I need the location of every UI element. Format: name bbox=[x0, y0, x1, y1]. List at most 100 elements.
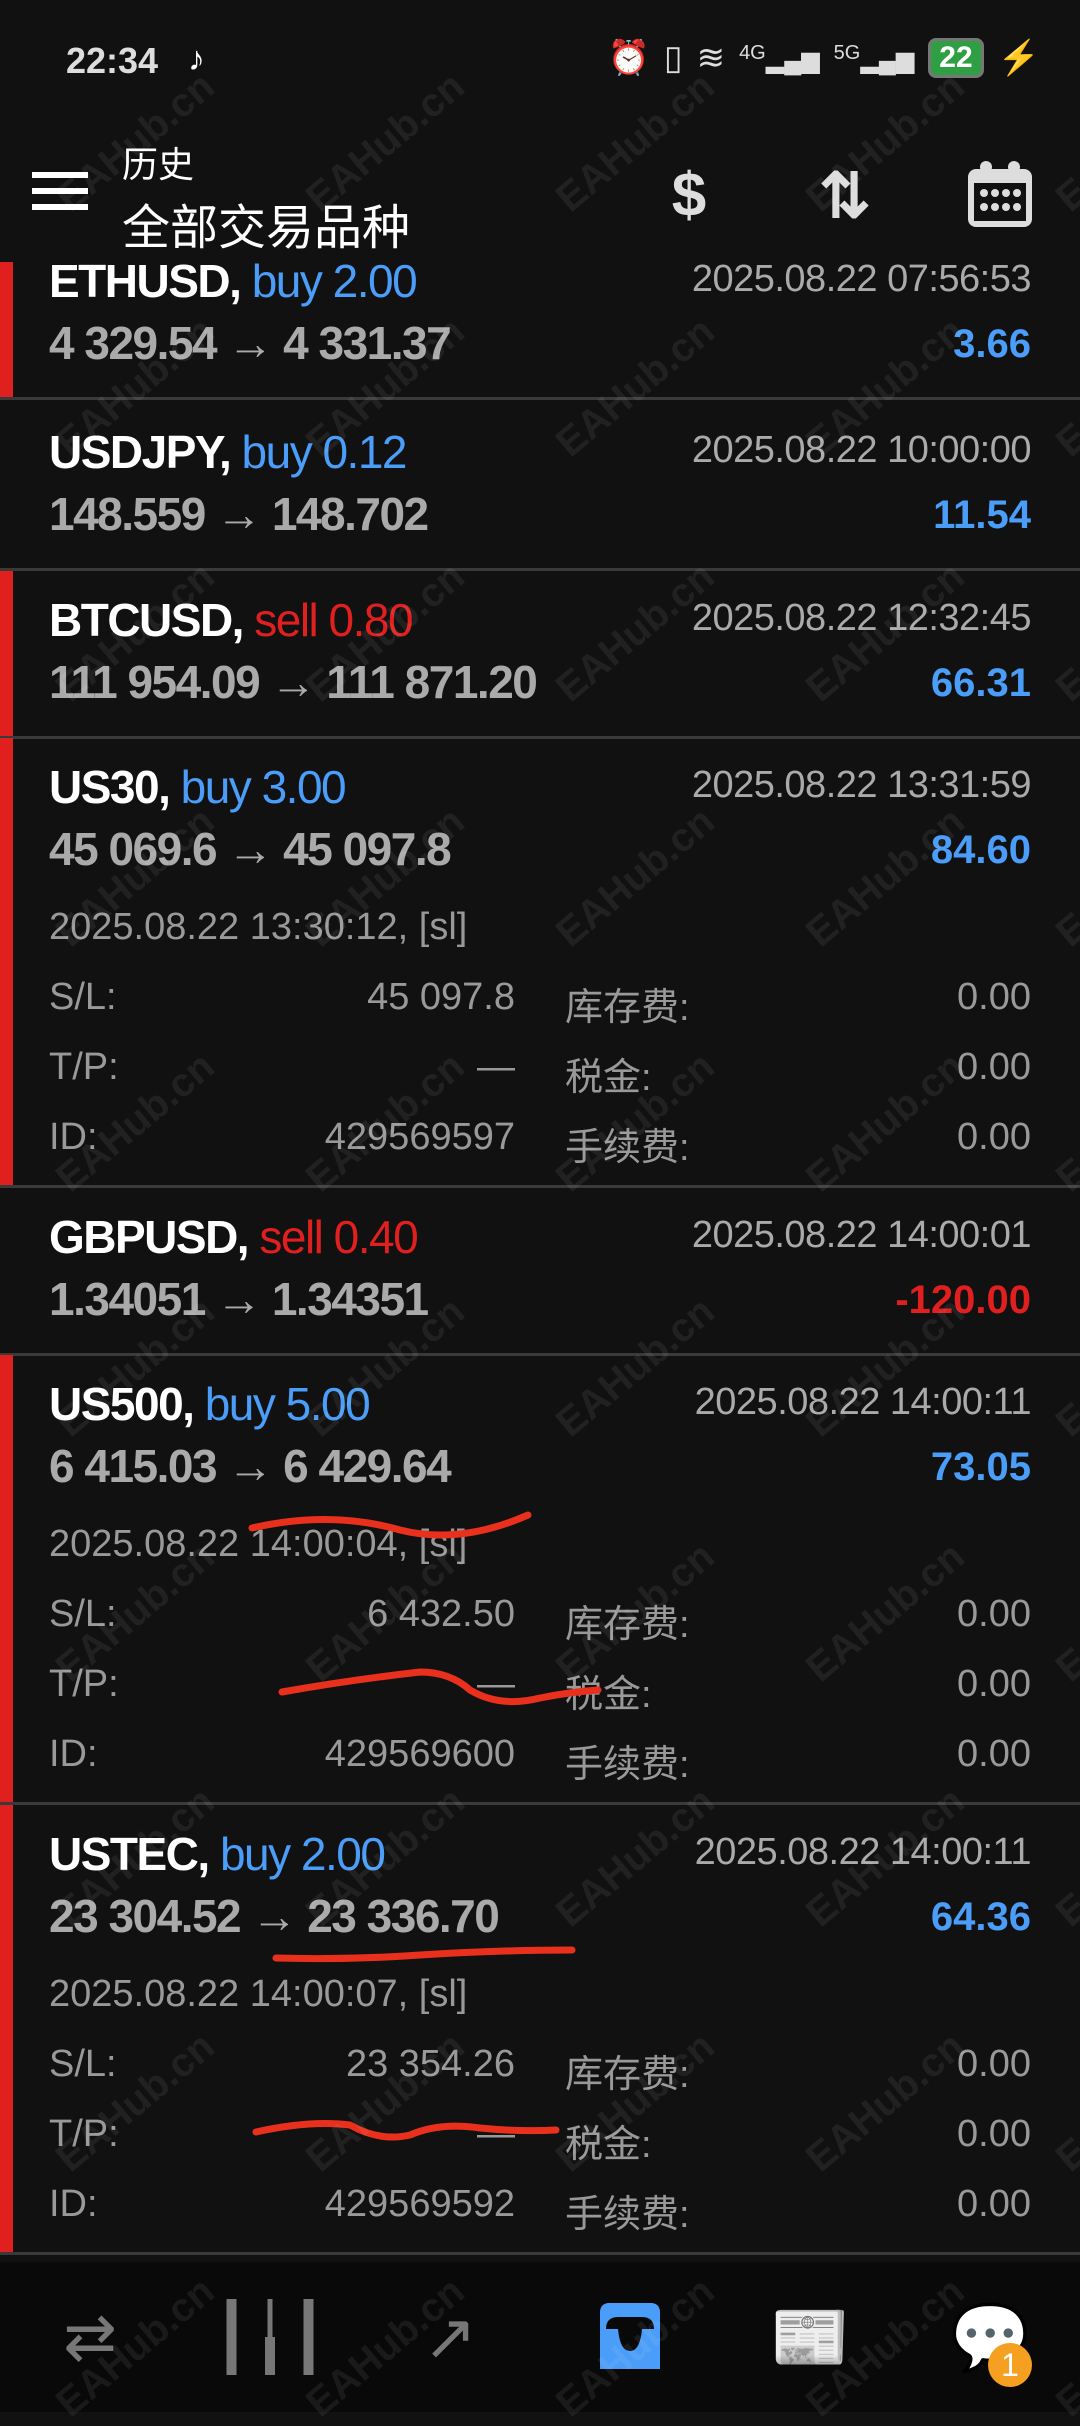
value-tp: — bbox=[477, 2113, 515, 2155]
trade-prices: 45 069.6 → 45 097.8 bbox=[49, 823, 452, 875]
wifi-icon: ≋ bbox=[696, 39, 726, 77]
value-tax: 0.00 bbox=[957, 1046, 1031, 1088]
trade-prices: 1.34051 → 1.34351 bbox=[49, 1273, 429, 1325]
close-time: 2025.08.22 10:00:00 bbox=[691, 429, 1032, 471]
value-id: 429569592 bbox=[324, 2183, 515, 2225]
open-info: 2025.08.22 14:00:04, [sl] bbox=[49, 1523, 468, 1565]
value-id: 429569597 bbox=[324, 1116, 515, 1158]
trade-side: sell 0.80 bbox=[254, 594, 413, 646]
trade-prices: 148.559 → 148.702 bbox=[49, 488, 429, 540]
charging-icon: ⚡ bbox=[997, 39, 1040, 77]
menu-icon[interactable] bbox=[32, 172, 88, 220]
trade-symbol: BTCUSD, sell 0.80 bbox=[49, 594, 414, 646]
label-id: ID: bbox=[49, 1733, 98, 1775]
trade-side: buy 5.00 bbox=[204, 1378, 371, 1430]
label-swap: 库存费: bbox=[565, 2054, 690, 2096]
trade-symbol: US500, buy 5.00 bbox=[49, 1378, 371, 1430]
trade-side: sell 0.40 bbox=[259, 1211, 418, 1263]
trade-prices: 111 954.09 → 111 871.20 bbox=[49, 656, 538, 708]
value-tax: 0.00 bbox=[957, 2113, 1031, 2155]
trade-side: buy 2.00 bbox=[219, 1828, 386, 1880]
value-commission: 0.00 bbox=[957, 1116, 1031, 1158]
row-marker bbox=[0, 262, 13, 397]
label-swap: 库存费: bbox=[565, 987, 690, 1029]
trade-side: buy 2.00 bbox=[251, 262, 418, 307]
quotes-icon[interactable]: ⇄ bbox=[63, 2300, 117, 2373]
trade-profit: 3.66 bbox=[953, 322, 1031, 366]
value-sl: 23 354.26 bbox=[345, 2043, 515, 2085]
close-time: 2025.08.22 14:00:11 bbox=[694, 1381, 1032, 1423]
trade-prices: 6 415.03 → 6 429.64 bbox=[49, 1440, 452, 1492]
label-tp: T/P: bbox=[49, 1046, 119, 1088]
close-time: 2025.08.22 13:31:59 bbox=[691, 764, 1032, 806]
value-swap: 0.00 bbox=[957, 2043, 1031, 2085]
trade-history-list[interactable]: ETHUSD, buy 2.00 2025.08.22 07:56:53 4 3… bbox=[0, 262, 1080, 2262]
trade-symbol: GBPUSD, sell 0.40 bbox=[49, 1211, 419, 1263]
row-marker bbox=[0, 1805, 13, 2252]
trade-profit: 73.05 bbox=[930, 1445, 1031, 1489]
trade-profit: 64.36 bbox=[930, 1895, 1031, 1939]
messages-icon[interactable]: 💬 1 bbox=[940, 2287, 1040, 2387]
status-bar: 22:34 ♪ ⏰ ▯ ≋ 4G▂▄▆ 5G▂▄▆ 22 ⚡ bbox=[0, 0, 1080, 120]
messages-badge: 1 bbox=[988, 2343, 1032, 2387]
label-id: ID: bbox=[49, 1116, 98, 1158]
value-commission: 0.00 bbox=[957, 1733, 1031, 1775]
tiktok-icon: ♪ bbox=[188, 40, 205, 78]
label-tp: T/P: bbox=[49, 2113, 119, 2155]
open-info: 2025.08.22 14:00:07, [sl] bbox=[49, 1973, 468, 2015]
trade-side: buy 3.00 bbox=[180, 761, 347, 813]
trade-row[interactable]: ETHUSD, buy 2.00 2025.08.22 07:56:53 4 3… bbox=[0, 262, 1080, 400]
value-tax: 0.00 bbox=[957, 1663, 1031, 1705]
trade-symbol: US30, buy 3.00 bbox=[49, 761, 347, 813]
close-time: 2025.08.22 07:56:53 bbox=[691, 262, 1032, 300]
close-time: 2025.08.22 12:32:45 bbox=[691, 597, 1032, 639]
trade-profit: 84.60 bbox=[930, 828, 1031, 872]
trade-symbol: ETHUSD, buy 2.00 bbox=[49, 262, 418, 308]
value-swap: 0.00 bbox=[957, 976, 1031, 1018]
trade-symbol: USTEC, buy 2.00 bbox=[49, 1828, 386, 1880]
trade-row[interactable]: USDJPY, buy 0.12 2025.08.22 10:00:00 148… bbox=[0, 403, 1080, 571]
battery-icon: 22 bbox=[928, 38, 984, 78]
label-commission: 手续费: bbox=[565, 1744, 690, 1786]
trade-icon[interactable]: ↗ bbox=[423, 2300, 477, 2373]
label-commission: 手续费: bbox=[565, 1127, 690, 1169]
row-marker bbox=[0, 738, 13, 1185]
trade-row[interactable]: USTEC, buy 2.00 2025.08.22 14:00:11 23 3… bbox=[0, 1805, 1080, 2255]
value-sl: 6 432.50 bbox=[367, 1593, 515, 1635]
value-id: 429569600 bbox=[324, 1733, 515, 1775]
label-sl: S/L: bbox=[49, 976, 117, 1018]
row-marker bbox=[0, 1355, 13, 1802]
signal-4g-icon: 4G▂▄▆ bbox=[739, 41, 820, 74]
label-tax: 税金: bbox=[565, 2124, 652, 2166]
row-marker bbox=[0, 571, 13, 736]
trade-profit: 66.31 bbox=[930, 661, 1031, 705]
chart-icon[interactable]: ┃╽┃ bbox=[212, 2300, 328, 2373]
page-title[interactable]: 全部交易品种 bbox=[122, 202, 411, 255]
open-info: 2025.08.22 13:30:12, [sl] bbox=[49, 906, 468, 948]
header-subtitle: 历史 bbox=[122, 144, 195, 185]
label-sl: S/L: bbox=[49, 1593, 117, 1635]
app-header: 历史 全部交易品种 $ ⇅ bbox=[0, 120, 1080, 260]
signal-5g-icon: 5G▂▄▆ bbox=[833, 41, 915, 74]
bottom-nav: ⇄ ┃╽┃ ↗ 📰 💬 1 bbox=[0, 2262, 1080, 2412]
trade-row[interactable]: BTCUSD, sell 0.80 2025.08.22 12:32:45 11… bbox=[0, 571, 1080, 739]
trade-row[interactable]: GBPUSD, sell 0.40 2025.08.22 14:00:01 1.… bbox=[0, 1188, 1080, 1356]
label-sl: S/L: bbox=[49, 2043, 117, 2085]
label-tp: T/P: bbox=[49, 1663, 119, 1705]
close-time: 2025.08.22 14:00:11 bbox=[694, 1831, 1032, 1873]
news-icon[interactable]: 📰 bbox=[770, 2300, 850, 2373]
close-time: 2025.08.22 14:00:01 bbox=[691, 1214, 1032, 1256]
sort-icon[interactable]: ⇅ bbox=[819, 161, 871, 231]
calendar-icon[interactable] bbox=[955, 150, 1045, 240]
history-icon[interactable] bbox=[580, 2287, 680, 2387]
value-tp: — bbox=[477, 1663, 515, 1705]
alarm-icon: ⏰ bbox=[607, 39, 650, 77]
trade-row[interactable]: US500, buy 5.00 2025.08.22 14:00:11 6 41… bbox=[0, 1355, 1080, 1805]
label-swap: 库存费: bbox=[565, 1604, 690, 1646]
trade-symbol: USDJPY, buy 0.12 bbox=[49, 426, 408, 478]
clock: 22:34 bbox=[66, 40, 159, 81]
currency-exchange-icon[interactable]: $ bbox=[671, 160, 707, 230]
value-swap: 0.00 bbox=[957, 1593, 1031, 1635]
trade-row[interactable]: US30, buy 3.00 2025.08.22 13:31:59 45 06… bbox=[0, 738, 1080, 1188]
trade-prices: 4 329.54 → 4 331.37 bbox=[49, 317, 452, 369]
